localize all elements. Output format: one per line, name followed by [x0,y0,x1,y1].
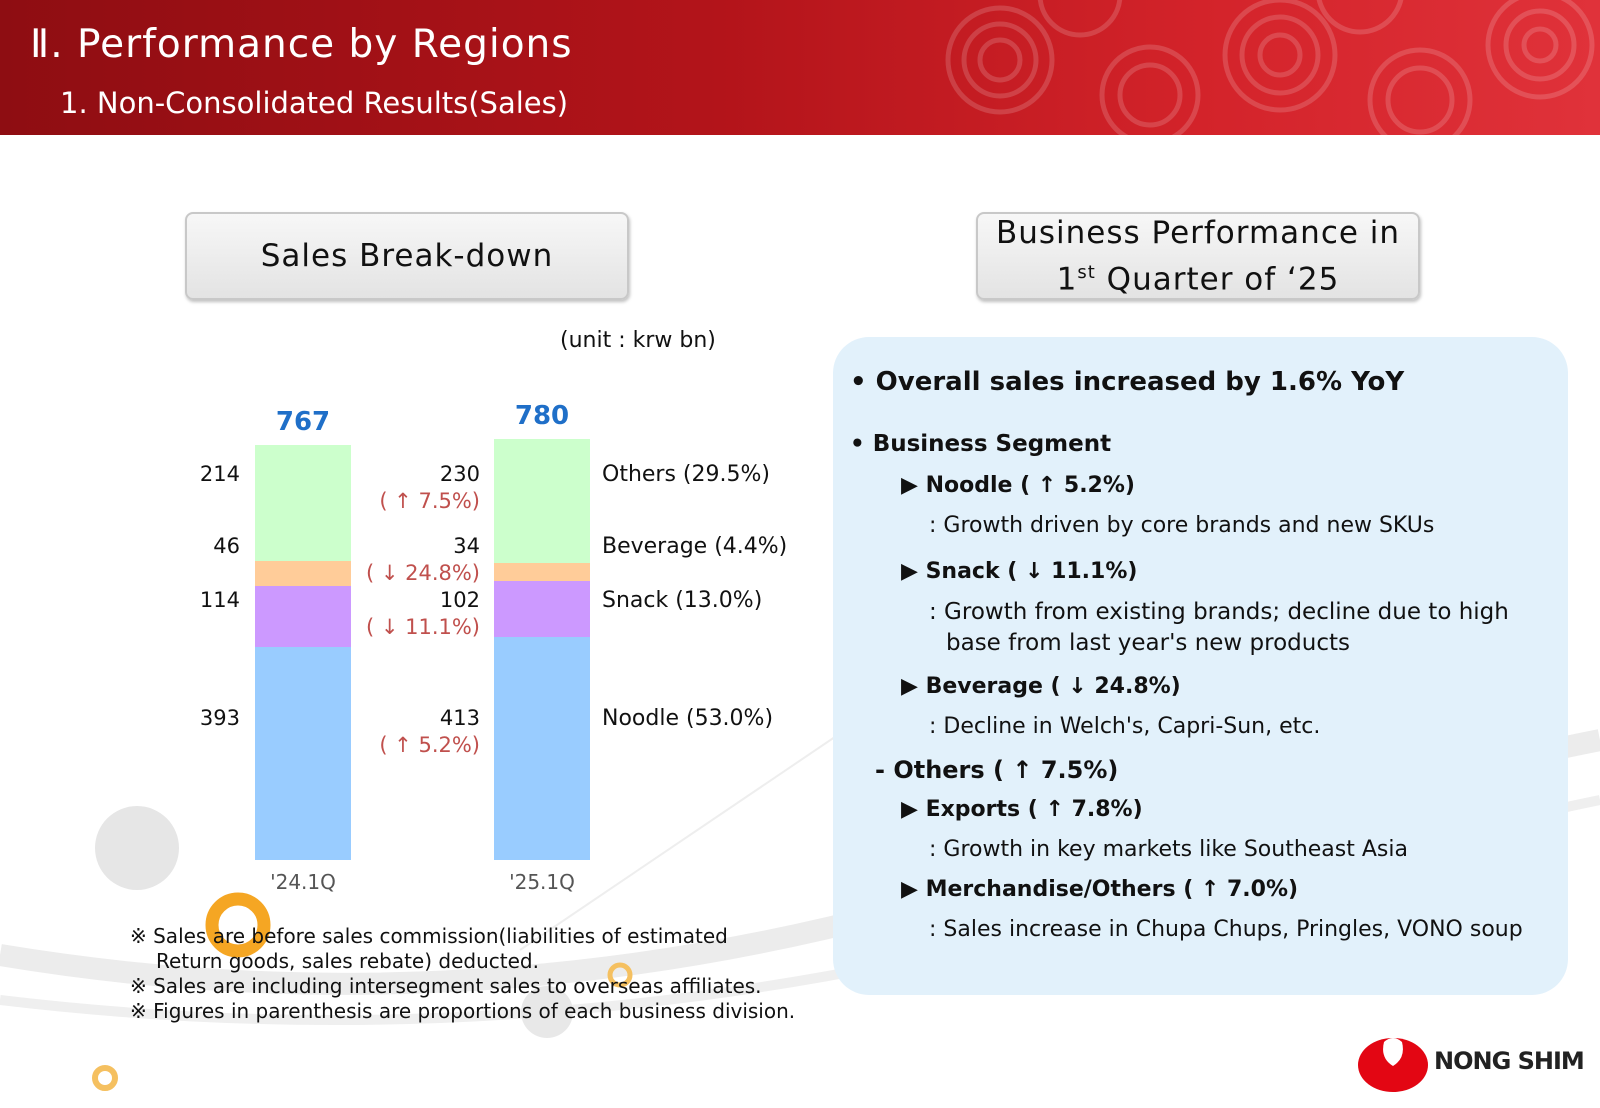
performance-panel: • Overall sales increased by 1.6% YoY • … [833,337,1568,995]
value-label-25q-others: 230 [439,462,480,486]
sales-breakdown-label: Sales Break-down [260,238,554,274]
bar-beverage-0 [255,560,351,586]
bar-beverage-1 [494,562,590,582]
series-label-beverage: Beverage (4.4%) [602,534,788,559]
footnotes: ※ Sales are before sales commission(liab… [130,924,795,1024]
merchandise-segment-label: ▶ Merchandise/Others ( ↑ 7.0%) [901,877,1299,902]
overall-sales-text: • Overall sales increased by 1.6% YoY [850,367,1405,397]
others-segment-label: - Others ( ↑ 7.5%) [875,756,1119,784]
business-performance-line2-a: 1 [1056,261,1078,298]
bar-others-1 [494,438,590,563]
bar-others-0 [255,445,351,561]
snack-segment-desc-1: : Growth from existing brands; decline d… [929,599,1509,625]
value-label-24q-others: 214 [199,462,240,486]
footnote-2: ※ Sales are including intersegment sales… [130,974,762,998]
exports-segment-desc: : Growth in key markets like Southeast A… [929,837,1408,862]
business-performance-line2-b: Quarter of ‘25 [1095,261,1340,298]
beverage-segment-desc: : Decline in Welch's, Capri-Sun, etc. [929,714,1321,739]
footnote-3: ※ Figures in parenthesis are proportions… [130,999,796,1023]
value-label-25q-snack: 102 [439,588,480,612]
total-label-1: 780 [514,400,570,431]
value-label-25q-beverage: 34 [453,534,480,558]
page-title: Ⅱ. Performance by Regions [30,22,573,67]
change-label-others: ( ↑ 7.5%) [379,489,480,513]
series-label-snack: Snack (13.0%) [602,588,763,613]
beverage-segment-label: ▶ Beverage ( ↓ 24.8%) [901,674,1181,699]
snack-segment-desc-2: base from last year's new products [946,630,1350,656]
bar-snack-0 [255,585,351,648]
business-segment-title: • Business Segment [850,431,1112,457]
business-performance-line2-sup: st [1077,261,1096,283]
bar-snack-1 [494,581,590,637]
exports-segment-label: ▶ Exports ( ↑ 7.8%) [901,797,1143,822]
noodle-segment-label: ▶ Noodle ( ↑ 5.2%) [901,473,1135,498]
change-label-beverage: ( ↓ 24.8%) [365,561,480,585]
sales-breakdown-header: Sales Break-down [185,212,629,300]
merchandise-segment-desc: : Sales increase in Chupa Chups, Pringle… [929,917,1523,942]
business-performance-line1: Business Performance in [995,214,1401,251]
circle-pattern-decoration [945,0,1595,135]
total-label-0: 767 [275,407,331,438]
unit-label: (unit : krw bn) [560,328,716,353]
noodle-segment-desc: : Growth driven by core brands and new S… [929,513,1435,538]
footnote-1: ※ Sales are before sales commission(liab… [130,924,728,948]
value-label-24q-snack: 114 [199,588,240,612]
change-label-snack: ( ↓ 11.1%) [365,615,480,639]
page-subtitle: 1. Non-Consolidated Results(Sales) [60,86,569,120]
footnote-1-cont: Return goods, sales rebate) deducted. [156,949,539,973]
nongshim-logo-text: NONG SHIM [1434,1047,1585,1075]
header-banner: Ⅱ. Performance by Regions 1. Non-Consoli… [0,0,1600,135]
series-label-others: Others (29.5%) [602,462,770,487]
business-performance-header: Business Performance in 1st Quarter of ‘… [976,212,1420,300]
nongshim-logo-icon [1358,1038,1428,1092]
value-label-24q-beverage: 46 [213,534,240,558]
snack-segment-label: ▶ Snack ( ↓ 11.1%) [901,559,1138,584]
